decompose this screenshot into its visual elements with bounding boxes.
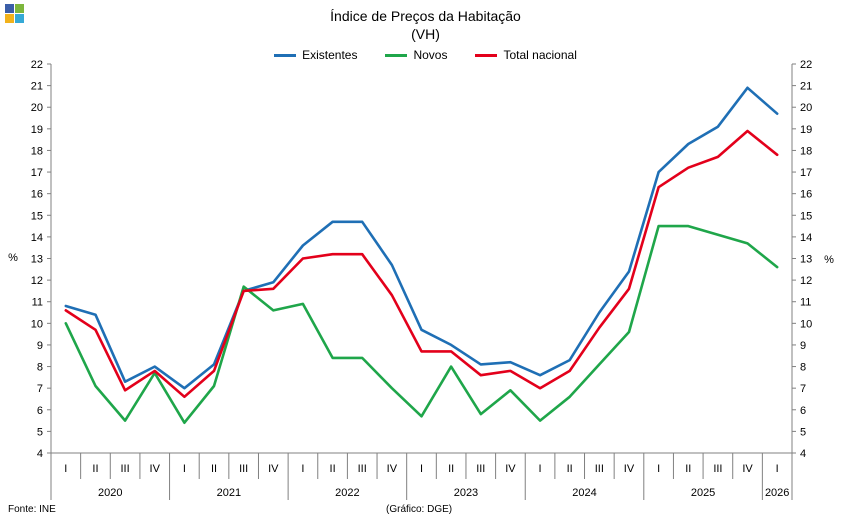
chart-title: Índice de Preços da Habitação: [330, 8, 521, 24]
quarter-label: IV: [150, 463, 161, 475]
y-tick-label-left: 21: [31, 81, 43, 93]
logo-square: [15, 14, 24, 23]
year-label: 2026: [765, 487, 789, 499]
year-label: 2020: [98, 487, 122, 499]
quarter-label: I: [657, 463, 660, 475]
y-tick-label-right: 20: [800, 102, 812, 114]
y-tick-label-left: 15: [31, 210, 43, 222]
quarter-label: II: [448, 463, 454, 475]
legend-swatch: [274, 53, 297, 57]
quarter-label: II: [567, 463, 573, 475]
quarter-label: II: [330, 463, 336, 475]
series-line-novos: [64, 224, 779, 425]
y-tick-label-left: 18: [31, 145, 43, 157]
y-tick-label-left: 10: [31, 318, 43, 330]
quarter-label: IV: [624, 463, 635, 475]
legend-item-total-nacional: Total nacional: [475, 48, 577, 62]
series-line-total-nacional: [64, 129, 779, 399]
logo-square: [5, 14, 14, 23]
y-tick-label-left: 12: [31, 275, 43, 287]
legend-label: Total nacional: [503, 48, 577, 62]
quarter-label: I: [183, 463, 186, 475]
y-tick-label-left: 17: [31, 167, 43, 179]
quarter-label: III: [121, 463, 130, 475]
y-tick-label-right: 11: [800, 297, 811, 309]
quarter-label: III: [476, 463, 485, 475]
logo-icon: [5, 4, 25, 24]
quarter-label: I: [301, 463, 304, 475]
y-tick-label-right: 6: [800, 405, 806, 417]
y-tick-label-left: 4: [37, 448, 43, 460]
y-tick-label-right: 22: [800, 59, 812, 71]
y-tick-label-right: 21: [800, 81, 812, 93]
quarter-label: I: [776, 463, 779, 475]
y-tick-label-right: 13: [800, 254, 812, 266]
legend-swatch: [385, 53, 408, 57]
y-tick-label-left: 7: [37, 383, 43, 395]
year-label: 2022: [335, 487, 359, 499]
y-tick-label-right: 18: [800, 145, 812, 157]
chart-credit: (Gráfico: DGE): [386, 504, 453, 515]
quarter-label: III: [358, 463, 367, 475]
chart-subtitle: (VH): [411, 26, 440, 42]
y-tick-label-left: 14: [31, 232, 43, 244]
source-note: Fonte: INE: [8, 504, 56, 515]
y-tick-label-right: 5: [800, 426, 806, 438]
logo-square: [5, 4, 14, 13]
quarter-label: II: [92, 463, 98, 475]
y-tick-label-right: 17: [800, 167, 812, 179]
y-tick-label-right: 15: [800, 210, 812, 222]
year-label: 2021: [217, 487, 241, 499]
y-tick-label-right: 10: [800, 318, 812, 330]
quarter-label: IV: [387, 463, 398, 475]
y-axis-label-left: %: [8, 252, 18, 264]
year-label: 2023: [454, 487, 478, 499]
legend-item-existentes: Existentes: [274, 48, 357, 62]
y-tick-label-right: 12: [800, 275, 812, 287]
quarter-label: I: [64, 463, 67, 475]
y-tick-label-left: 20: [31, 102, 43, 114]
y-tick-label-right: 14: [800, 232, 812, 244]
y-tick-label-right: 19: [800, 124, 812, 136]
y-tick-label-right: 8: [800, 362, 806, 374]
legend-label: Novos: [413, 48, 448, 62]
series-line-existentes: [64, 86, 779, 390]
logo-square: [15, 4, 24, 13]
quarter-label: IV: [505, 463, 516, 475]
y-tick-label-left: 22: [31, 59, 43, 71]
y-axis-label-right: %: [824, 254, 834, 266]
y-tick-label-left: 6: [37, 405, 43, 417]
quarter-label: III: [239, 463, 248, 475]
quarter-label: I: [539, 463, 542, 475]
quarter-label: III: [713, 463, 722, 475]
y-tick-label-left: 19: [31, 124, 43, 136]
y-tick-label-left: 16: [31, 189, 43, 201]
quarter-label: IV: [268, 463, 279, 475]
y-tick-label-left: 8: [37, 362, 43, 374]
y-tick-label-right: 9: [800, 340, 806, 352]
quarter-label: II: [211, 463, 217, 475]
quarter-label: IV: [742, 463, 753, 475]
legend-item-novos: Novos: [385, 48, 447, 62]
legend-swatch: [475, 53, 498, 57]
y-tick-label-left: 11: [32, 297, 43, 309]
legend: Existentes Novos Total nacional: [0, 48, 851, 62]
y-tick-label-left: 13: [31, 254, 43, 266]
y-tick-label-right: 16: [800, 189, 812, 201]
y-tick-label-right: 7: [800, 383, 806, 395]
quarter-label: III: [595, 463, 604, 475]
y-tick-label-right: 4: [800, 448, 806, 460]
year-label: 2024: [572, 487, 596, 499]
quarter-label: II: [685, 463, 691, 475]
quarter-label: I: [420, 463, 423, 475]
y-tick-label-left: 5: [37, 426, 43, 438]
legend-label: Existentes: [302, 48, 358, 62]
y-tick-label-left: 9: [37, 340, 43, 352]
year-label: 2025: [691, 487, 715, 499]
